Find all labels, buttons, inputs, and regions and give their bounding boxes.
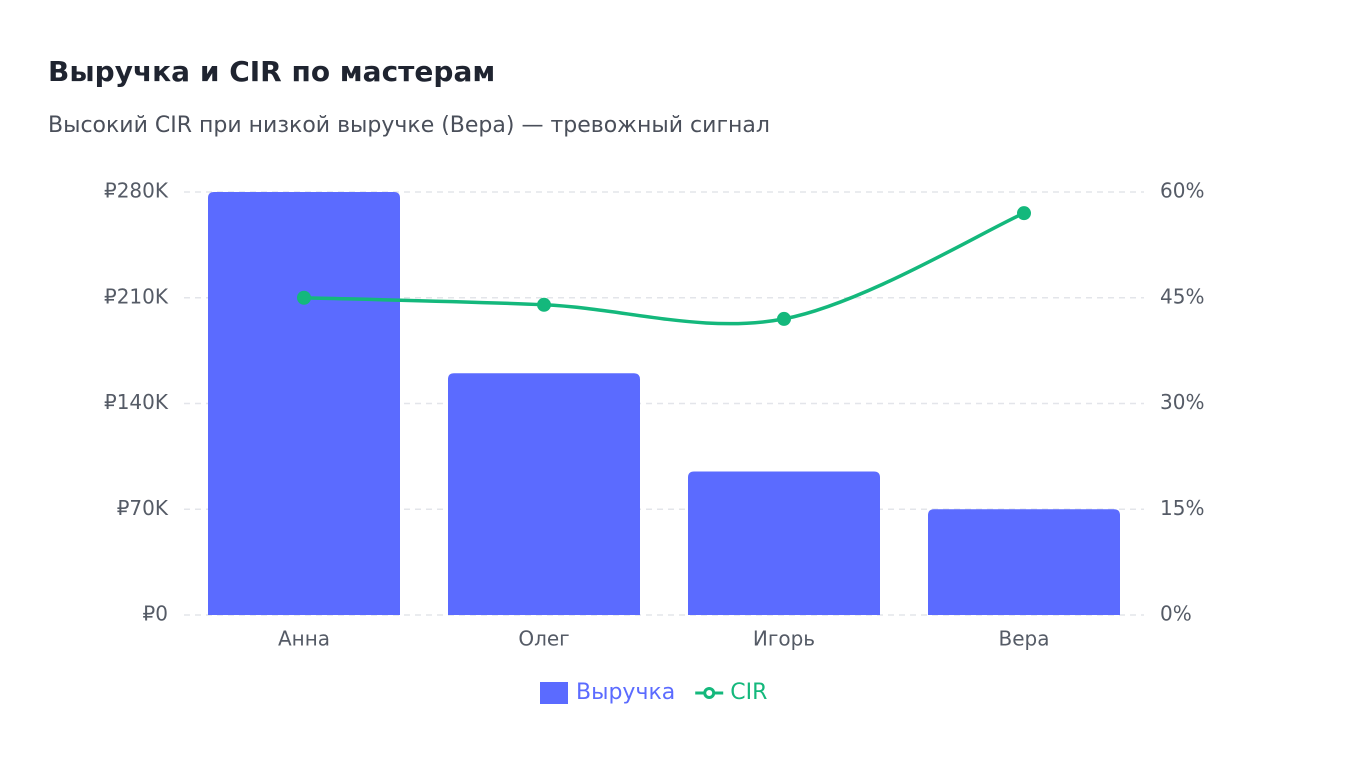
legend-swatch	[703, 687, 716, 699]
line-point	[777, 311, 791, 326]
y-tick-label: ₽70K	[117, 496, 169, 520]
y2-tick-label: 30%	[1160, 390, 1204, 414]
y-tick-label: ₽210K	[104, 284, 169, 308]
chart-title: Выручка и CIR по мастерам	[48, 55, 495, 88]
line-point	[1017, 206, 1031, 221]
x-tick-label: Игорь	[753, 627, 815, 651]
x-tick-label: Анна	[278, 627, 330, 651]
y2-tick-label: 15%	[1160, 496, 1204, 520]
x-tick-label: Олег	[518, 627, 569, 651]
legend-label: CIR	[730, 680, 767, 705]
legend-label: Выручка	[576, 680, 675, 705]
bar	[448, 373, 640, 615]
line-point	[297, 290, 311, 305]
y-tick-label: ₽280K	[104, 179, 169, 203]
bar	[208, 192, 400, 615]
x-tick-label: Вера	[999, 627, 1050, 651]
bar	[928, 509, 1120, 615]
y-tick-label: ₽0	[143, 602, 168, 626]
line	[303, 211, 1025, 326]
y2-tick-label: 45%	[1160, 284, 1204, 308]
y2-tick-label: 60%	[1160, 179, 1204, 203]
y-tick-label: ₽140K	[104, 390, 169, 414]
line-point	[537, 297, 551, 312]
legend-swatch	[540, 682, 568, 704]
bar	[688, 471, 880, 615]
chart-subtitle: Высокий CIR при низкой выручке (Вера) — …	[48, 113, 770, 138]
y2-tick-label: 0%	[1160, 602, 1192, 626]
